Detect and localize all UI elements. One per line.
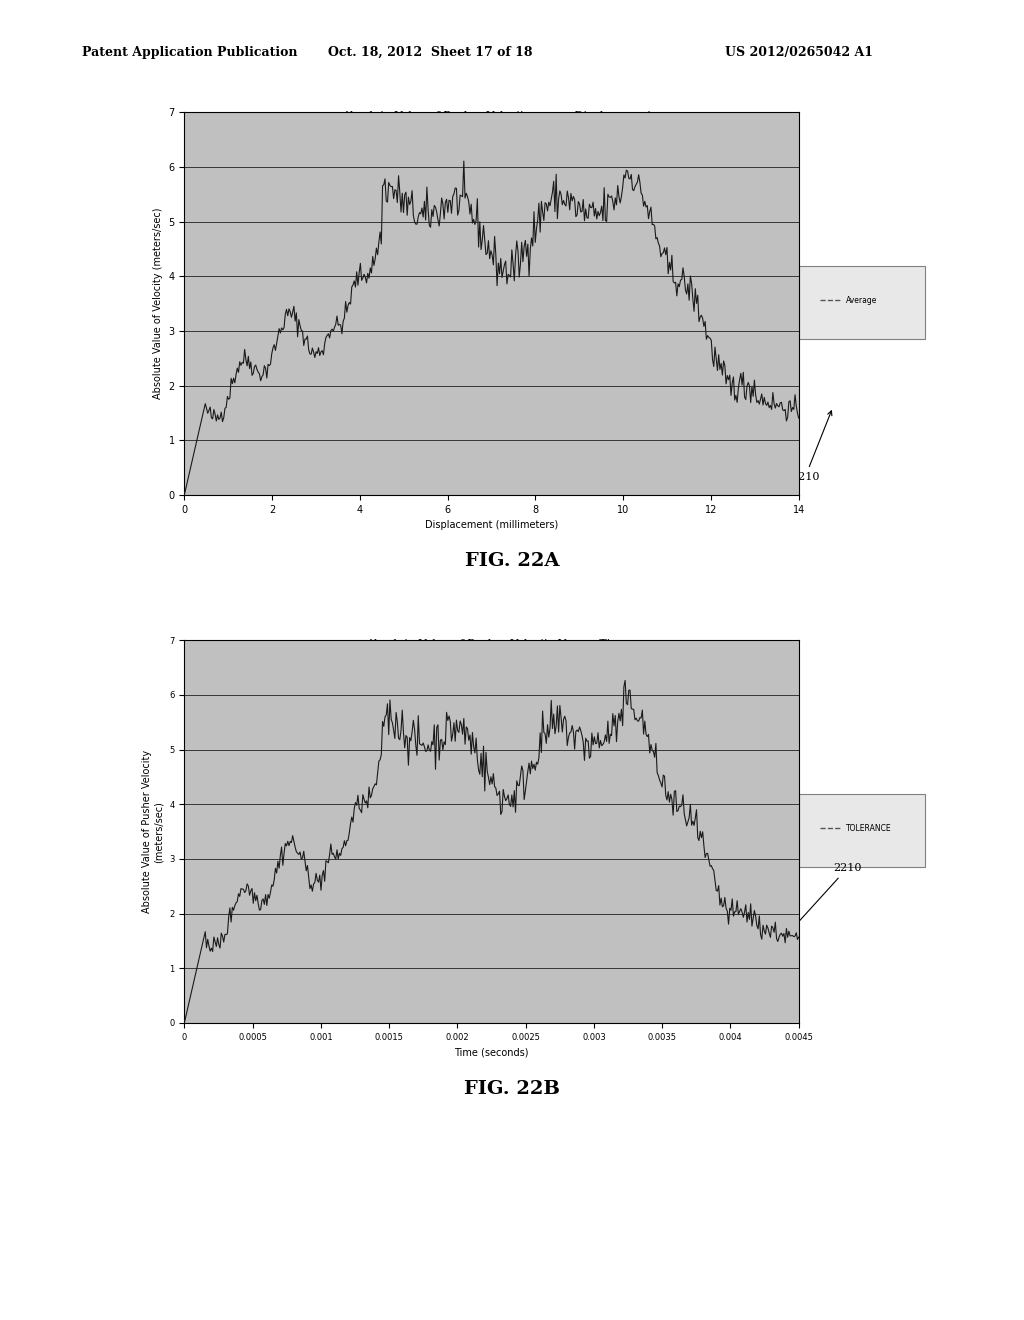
Text: FIG. 22B: FIG. 22B (464, 1080, 560, 1098)
Text: 2202: 2202 (290, 116, 366, 213)
Text: 2206: 2206 (188, 411, 265, 491)
FancyBboxPatch shape (800, 793, 926, 867)
Text: 2204: 2204 (314, 644, 383, 731)
Text: TOLERANCE: TOLERANCE (846, 824, 891, 833)
Text: 2206: 2206 (188, 939, 265, 1019)
Y-axis label: Absolute Value of Pusher Velocity
(meters/sec): Absolute Value of Pusher Velocity (meter… (142, 750, 164, 913)
Text: Absolute Value of Pusher Velocity Versus Time: Absolute Value of Pusher Velocity Versus… (367, 639, 628, 649)
Text: 2208: 2208 (348, 920, 441, 1019)
Text: 2210: 2210 (791, 411, 831, 482)
X-axis label: Time (seconds): Time (seconds) (455, 1047, 528, 1057)
Text: US 2012/0265042 A1: US 2012/0265042 A1 (725, 46, 872, 59)
Text: 2208: 2208 (348, 392, 441, 491)
X-axis label: Displacement (millimeters): Displacement (millimeters) (425, 520, 558, 531)
FancyBboxPatch shape (800, 265, 926, 339)
Text: 2210: 2210 (777, 863, 861, 945)
Text: Average: Average (846, 296, 877, 305)
Text: Absolute Value of Pusher Velocity versus Displacement: Absolute Value of Pusher Velocity versus… (342, 111, 652, 121)
Y-axis label: Absolute Value of Velocity (meters/sec): Absolute Value of Velocity (meters/sec) (153, 207, 163, 400)
Text: FIG. 22A: FIG. 22A (465, 552, 559, 570)
Text: Patent Application Publication: Patent Application Publication (82, 46, 297, 59)
Text: Oct. 18, 2012  Sheet 17 of 18: Oct. 18, 2012 Sheet 17 of 18 (328, 46, 532, 59)
